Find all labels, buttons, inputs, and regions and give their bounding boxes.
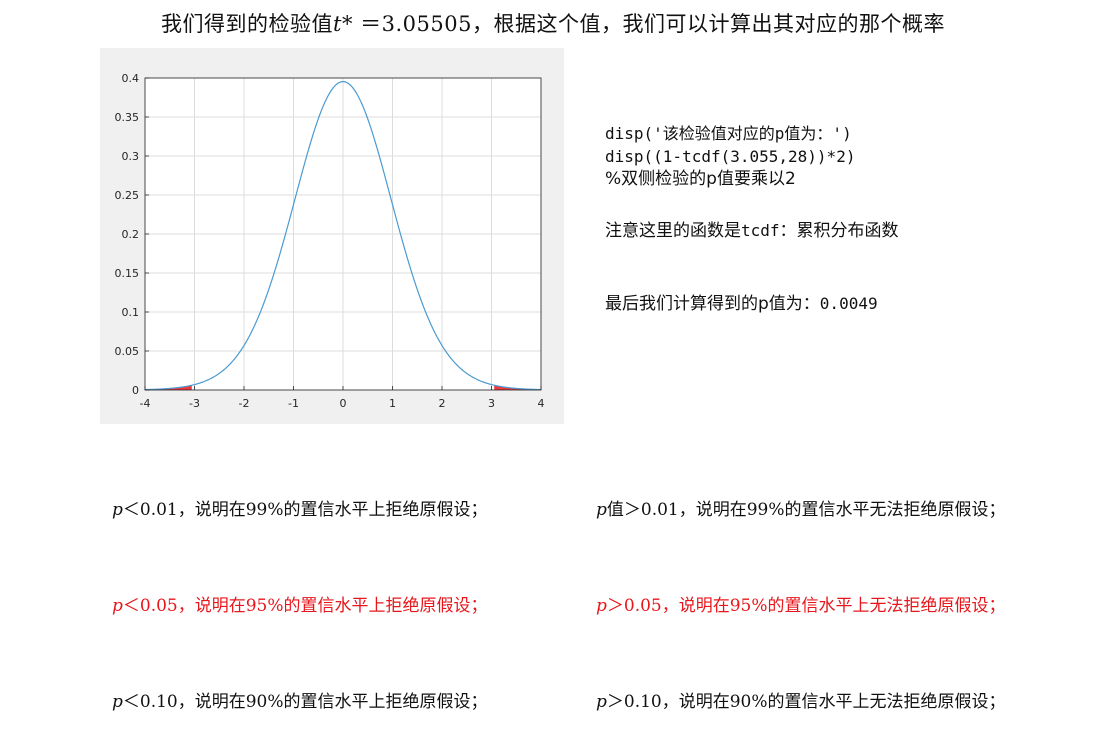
rule-right-1: p值＞0.01，说明在99%的置信水平无法拒绝原假设； <box>596 494 1006 526</box>
title-math: t* <box>333 12 353 36</box>
result-value: 0.0049 <box>819 294 878 313</box>
x-tick-label: 0 <box>340 397 347 410</box>
rule-text: ＜0.05，说明在95%的置信水平上拒绝原假设； <box>122 596 488 616</box>
y-tick-label: 0.05 <box>115 345 140 358</box>
y-tick-label: 0.15 <box>115 267 140 280</box>
y-tick-label: 0.35 <box>115 111 140 124</box>
note-suffix: ：累积分布函数 <box>779 221 899 241</box>
rule-text: 值＞0.01，说明在99%的置信水平无法拒绝原假设； <box>606 500 1006 520</box>
x-tick-label: 1 <box>389 397 396 410</box>
x-tick-label: -1 <box>288 397 299 410</box>
left-tail-area <box>145 385 192 390</box>
y-tick-label: 0.4 <box>122 72 140 85</box>
x-tick-label: 2 <box>439 397 446 410</box>
code-block: disp('该检验值对应的p值为：') disp((1-tcdf(3.055,2… <box>605 122 855 191</box>
y-tick-label: 0.1 <box>122 306 140 319</box>
title-suffix: ，根据这个值，我们可以计算出其对应的那个概率 <box>471 12 945 36</box>
rule-left-2: p＜0.05，说明在95%的置信水平上拒绝原假设； <box>112 590 488 622</box>
x-tick-label: 3 <box>488 397 495 410</box>
function-note: 注意这里的函数是tcdf：累积分布函数 <box>605 216 899 241</box>
x-tick-label: -3 <box>189 397 200 410</box>
code-line-3: %双侧检验的p值要乘以2 <box>605 169 796 189</box>
rule-text: ＞0.10，说明在90%的置信水平上无法拒绝原假设； <box>606 692 1006 712</box>
y-tick-label: 0 <box>132 384 139 397</box>
chart-svg: -4 -3 -2 -1 0 1 2 3 4 0 0.05 0.1 0.15 0.2 0.25 0.3 0.35 0… <box>115 72 545 410</box>
rules-right: p值＞0.01，说明在99%的置信水平无法拒绝原假设； p＞0.05，说明在95… <box>596 430 1006 750</box>
rule-right-3: p＞0.10，说明在90%的置信水平上无法拒绝原假设； <box>596 686 1006 718</box>
t-distribution-chart: -4 -3 -2 -1 0 1 2 3 4 0 0.05 0.1 0.15 0.2 0.25 0.3 0.35 0… <box>100 48 564 424</box>
note-prefix: 注意这里的函数是 <box>605 221 741 241</box>
x-tick-label: -4 <box>140 397 151 410</box>
rule-symbol: p <box>112 596 123 616</box>
rule-text: ＜0.10，说明在90%的置信水平上拒绝原假设； <box>122 692 488 712</box>
y-tick-label: 0.2 <box>122 228 140 241</box>
rule-left-1: p＜0.01，说明在99%的置信水平上拒绝原假设； <box>112 494 488 526</box>
note-func: tcdf <box>741 221 780 240</box>
result-label: 最后我们计算得到的p值为： <box>605 294 820 314</box>
page-title: 我们得到的检验值t* ＝3.05505，根据这个值，我们可以计算出其对应的那个概… <box>0 8 1106 38</box>
rule-symbol: p <box>112 500 123 520</box>
rules-left: p＜0.01，说明在99%的置信水平上拒绝原假设； p＜0.05，说明在95%的… <box>112 430 488 750</box>
x-tick-label: 4 <box>538 397 545 410</box>
rule-symbol: p <box>596 692 607 712</box>
rule-right-2: p＞0.05，说明在95%的置信水平上无法拒绝原假设； <box>596 590 1006 622</box>
x-tick-label: -2 <box>239 397 250 410</box>
rule-symbol: p <box>112 692 123 712</box>
code-line-2: disp((1-tcdf(3.055,28))*2) <box>605 147 856 166</box>
right-tail-area <box>494 385 541 390</box>
rule-text: ＞0.05，说明在95%的置信水平上无法拒绝原假设； <box>606 596 1006 616</box>
y-tick-label: 0.25 <box>115 189 140 202</box>
series-line-t-pdf <box>144 80 542 391</box>
title-equals: ＝3.05505 <box>352 12 472 36</box>
rule-symbol: p <box>596 500 607 520</box>
rule-left-3: p＜0.10，说明在90%的置信水平上拒绝原假设； <box>112 686 488 718</box>
result-line: 最后我们计算得到的p值为：0.0049 <box>605 289 878 314</box>
title-prefix: 我们得到的检验值 <box>161 12 334 36</box>
code-line-1: disp('该检验值对应的p值为：') <box>605 124 852 143</box>
rule-text: ＜0.01，说明在99%的置信水平上拒绝原假设； <box>122 500 488 520</box>
y-tick-label: 0.3 <box>122 150 140 163</box>
rule-symbol: p <box>596 596 607 616</box>
